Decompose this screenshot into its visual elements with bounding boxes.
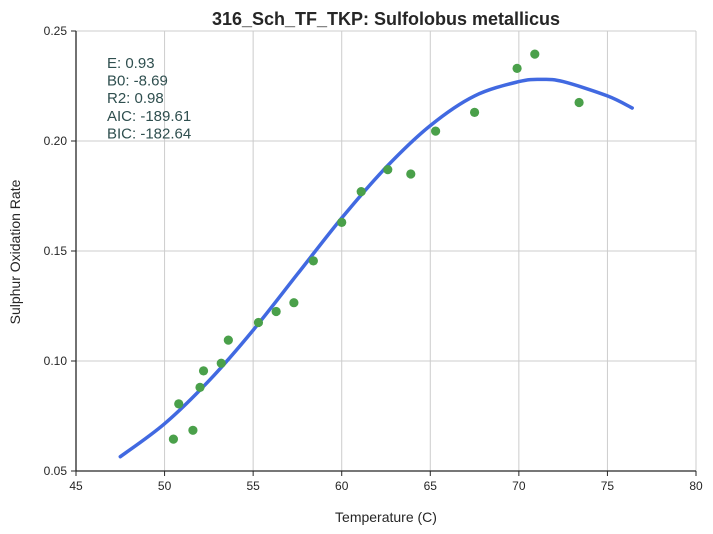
y-tick-label: 0.05 [44,464,68,478]
y-tick-label: 0.15 [44,244,68,258]
data-point [512,63,522,73]
data-point [574,97,584,108]
data-point [383,165,393,175]
fit-stat-line: B0: -8.69 [107,73,168,90]
data-point [253,317,264,328]
fit-stat-line: BIC: -182.64 [107,125,191,142]
fit-curve [118,77,634,459]
x-tick-label: 75 [601,479,615,493]
y-tick-label: 0.20 [44,134,68,148]
data-point [530,49,540,59]
data-point [271,306,281,317]
data-point [431,126,441,136]
x-tick-label: 70 [512,479,526,493]
data-point [356,187,366,197]
data-point [469,107,480,117]
chart-title: 316_Sch_TF_TKP: Sulfolobus metallicus [212,9,560,29]
y-axis-ticks: 0.05 0.10 0.15 0.20 0.25 [44,24,76,478]
data-point [188,425,198,435]
x-tick-label: 65 [424,479,438,493]
x-tick-label: 55 [246,479,260,493]
x-tick-label: 45 [69,479,83,493]
fit-layer [118,77,634,459]
x-tick-label: 80 [689,479,703,493]
data-point [195,382,205,392]
data-point [174,399,184,409]
x-axis-label: Temperature (C) [335,509,437,525]
x-tick-label: 50 [158,479,172,493]
data-point [308,256,318,266]
points-layer [168,49,584,444]
fit-stat-line: E: 0.93 [107,55,155,72]
y-tick-label: 0.25 [44,24,68,38]
fit-stat-line: R2: 0.98 [107,90,164,107]
data-point [289,298,299,308]
data-point [406,169,416,179]
fit-stat-line: AIC: -189.61 [107,108,191,125]
data-point [223,335,233,345]
data-point [168,434,179,444]
y-tick-label: 0.10 [44,354,68,368]
grid [76,30,697,471]
x-tick-label: 60 [335,479,349,493]
data-point [337,217,347,227]
x-axis-ticks: 45 50 55 60 65 70 75 80 [69,471,703,493]
data-point [198,366,209,376]
y-axis-label: Sulphur Oxidation Rate [7,179,23,324]
data-point [216,358,226,368]
